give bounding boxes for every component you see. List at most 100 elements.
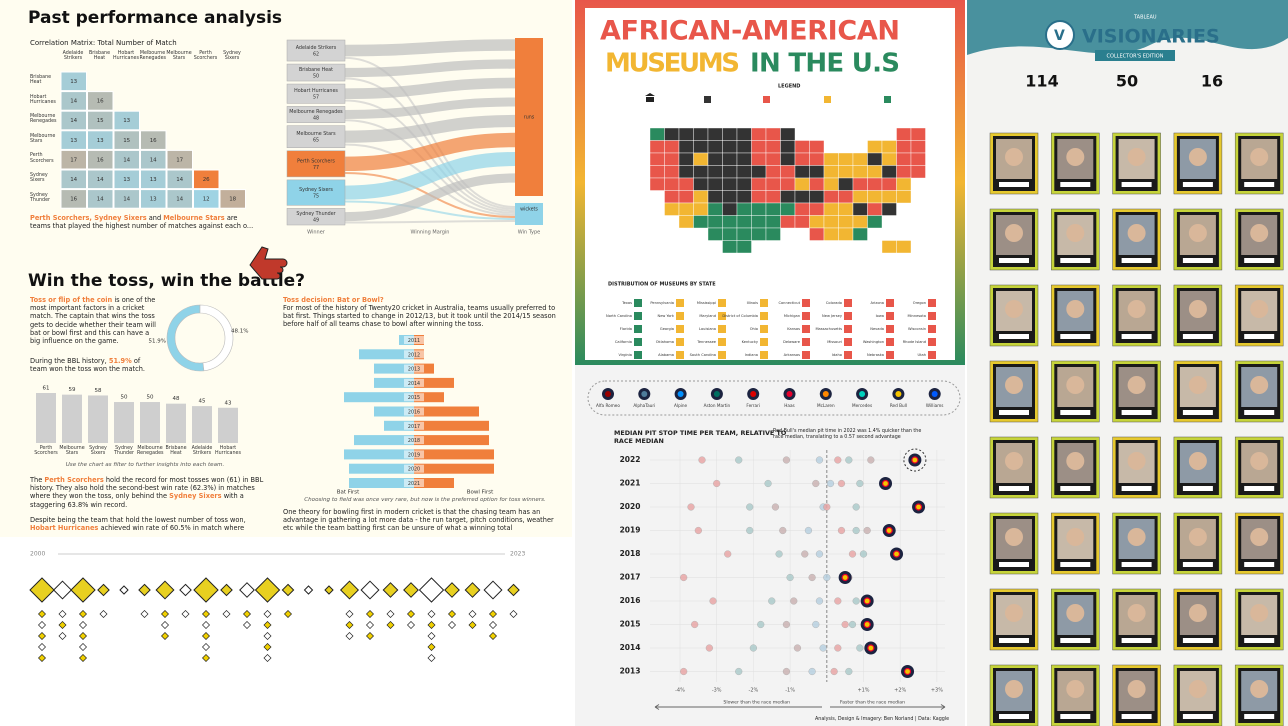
map-tile <box>693 140 709 154</box>
matrix-cell <box>60 189 87 209</box>
highlight: Perth Scorchers, Sydney Sixers <box>30 214 147 222</box>
small-diamond <box>79 621 87 629</box>
matrix-cell <box>60 91 87 111</box>
card-name <box>999 486 1029 491</box>
map-tile <box>867 190 883 204</box>
team-dot <box>691 620 699 629</box>
state-name: Georgia <box>660 327 674 331</box>
map-tile <box>881 165 897 179</box>
team-dot <box>815 550 824 558</box>
sankey-axis-label: Winning Margin <box>411 230 450 236</box>
state-swatch <box>802 351 810 359</box>
state-swatch <box>718 325 726 333</box>
state-name: Utah <box>917 353 926 357</box>
matrix-cell <box>87 169 114 190</box>
card-name <box>1060 638 1091 643</box>
map-tile <box>823 165 839 179</box>
small-diamond <box>427 643 436 651</box>
text: are teams that played the highest number… <box>30 214 254 231</box>
map-tile <box>867 152 883 166</box>
card-name <box>1182 182 1213 187</box>
map-tile <box>649 177 665 191</box>
red-bull-core <box>841 573 849 582</box>
team-dot <box>735 667 743 676</box>
x-tick-label: +1% <box>857 688 869 694</box>
team-dot <box>771 503 780 511</box>
matrix-column-label: Hobart Hurricanes <box>113 51 139 62</box>
map-tile <box>678 177 694 191</box>
state-name: Connecticut <box>778 301 800 305</box>
matrix-cell <box>113 149 140 170</box>
small-diamond <box>161 632 169 640</box>
map-tile <box>751 165 767 179</box>
team-icon-core <box>605 391 611 397</box>
state-swatch <box>718 299 726 307</box>
card-face <box>1005 376 1023 394</box>
map-tile <box>838 165 854 179</box>
toss-value: 58 <box>95 388 102 394</box>
team-icon-core <box>677 391 684 397</box>
toss-bar <box>62 394 82 443</box>
matrix-cell <box>219 189 246 209</box>
matrix-cell <box>140 130 167 150</box>
card-face <box>1127 528 1146 546</box>
map-tile <box>693 202 709 216</box>
state-name: Oklahoma <box>656 340 674 344</box>
decision-bar <box>349 463 414 474</box>
map-tile <box>678 202 694 216</box>
year-label: 2022 <box>620 455 641 464</box>
state-name: Alabama <box>658 353 674 357</box>
card-name <box>1121 638 1152 643</box>
team-dot <box>724 550 732 558</box>
team-legend-box <box>587 380 961 416</box>
small-diamond <box>38 632 46 640</box>
small-diamond <box>427 621 436 629</box>
team-dot <box>808 573 816 582</box>
small-diamond <box>263 621 272 629</box>
team-dot <box>837 526 846 535</box>
matrix-value: 13 <box>70 138 77 144</box>
map-tile <box>896 140 912 154</box>
matrix-row-label: Melbourne Stars <box>30 133 56 145</box>
highlight: 51.9% <box>108 357 132 365</box>
map-tile <box>838 215 854 229</box>
state-swatch <box>676 351 684 359</box>
state-name: Kansas <box>787 327 800 331</box>
state-name: Mississippi <box>697 301 716 305</box>
team-dot <box>782 667 791 676</box>
card-name <box>999 410 1029 415</box>
card-face <box>1127 376 1146 394</box>
winner-node <box>286 179 346 206</box>
card-face <box>1005 224 1023 242</box>
map-tile <box>765 177 781 191</box>
map-tile <box>722 215 738 229</box>
matrix-value: 15 <box>97 118 104 124</box>
winner-value: 49 <box>313 218 319 224</box>
state-swatch <box>802 312 810 320</box>
sankey-axis-label: Winner <box>307 230 326 236</box>
map-tile <box>809 177 825 191</box>
highlight: Toss or flip of the coin <box>30 296 113 304</box>
card-face <box>1188 300 1207 318</box>
matrix-cell <box>113 110 140 131</box>
small-diamond <box>284 610 292 618</box>
map-tile <box>809 152 825 166</box>
team-dot <box>804 526 813 535</box>
decision-bar <box>374 363 414 374</box>
team-dot <box>793 644 802 652</box>
map-tile <box>809 202 825 216</box>
card-name <box>999 182 1029 187</box>
decision-bar <box>414 463 494 474</box>
map-tile <box>794 152 810 166</box>
state-swatch <box>844 299 852 307</box>
small-diamond <box>427 610 436 618</box>
state-name: Minnesota <box>907 314 926 318</box>
card-name <box>1182 410 1213 415</box>
card-name <box>1121 486 1152 491</box>
winner-name: Adelaide Strikers <box>296 45 337 51</box>
card-face <box>1127 224 1146 242</box>
decision-bar <box>344 449 414 460</box>
map-tile <box>896 152 912 166</box>
map-tile <box>722 190 738 204</box>
